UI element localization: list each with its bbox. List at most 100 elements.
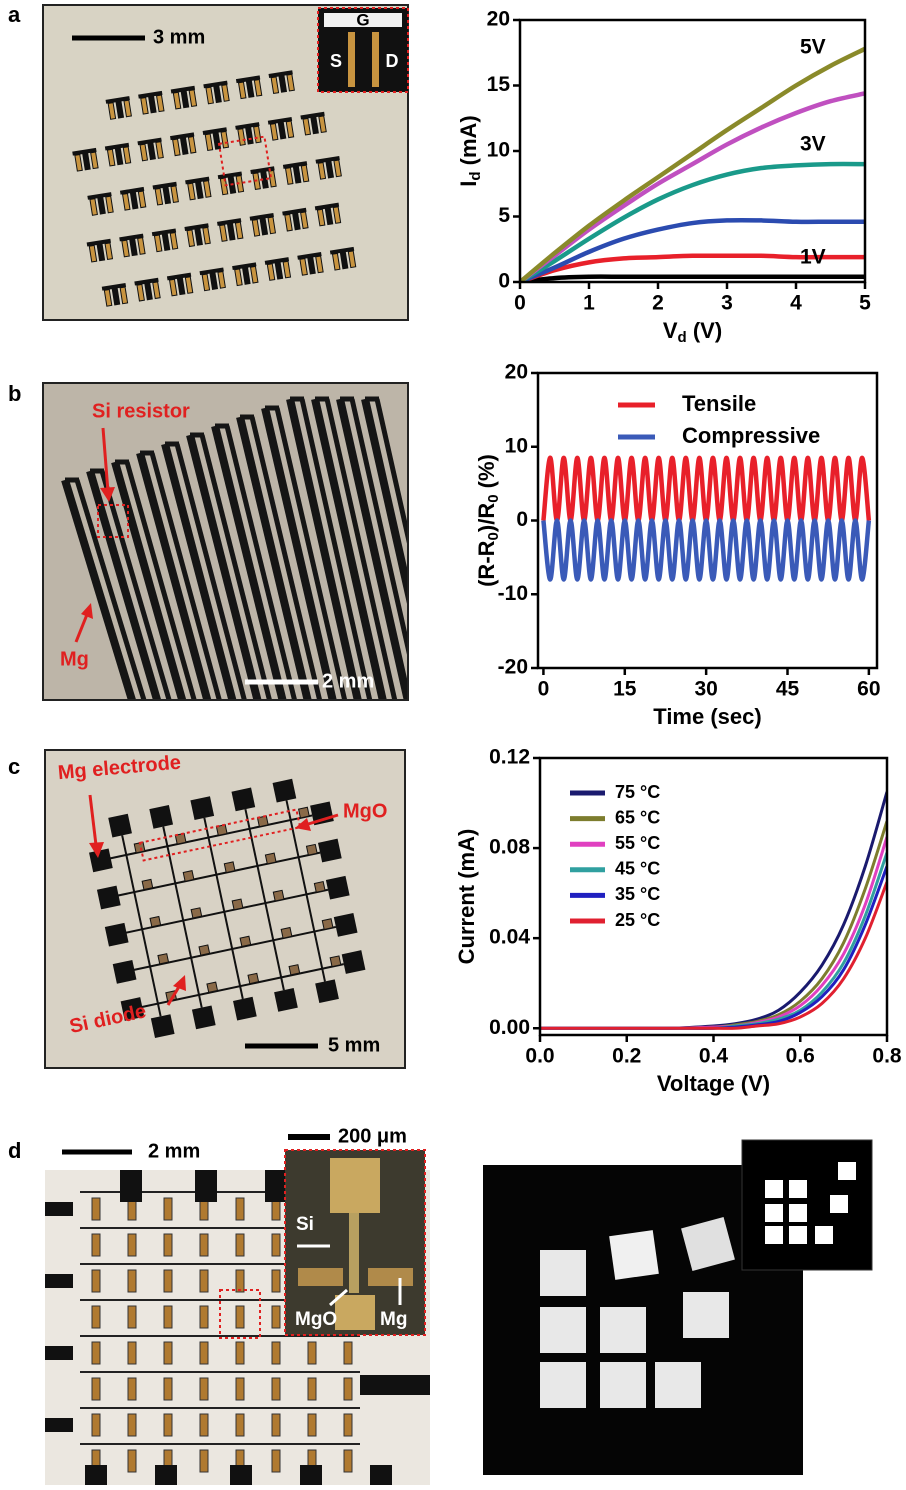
- data-line: [520, 253, 865, 282]
- arrow-head: [100, 487, 115, 502]
- annotation: 1V: [800, 246, 826, 269]
- cell: [199, 1449, 209, 1473]
- x-tick-label: 30: [694, 678, 717, 701]
- y-tick-label: 0: [516, 508, 528, 531]
- device: [166, 272, 192, 281]
- device: [307, 256, 316, 275]
- traces: [61, 396, 407, 699]
- device: [292, 212, 301, 231]
- diode: [182, 870, 195, 882]
- device: [264, 257, 290, 265]
- pad: [360, 1375, 430, 1395]
- device: [202, 226, 211, 245]
- pad: [317, 838, 342, 863]
- device: [317, 161, 327, 180]
- trace: [361, 398, 407, 604]
- cell: [343, 1341, 353, 1365]
- data-line: [520, 274, 865, 282]
- device: [104, 242, 114, 261]
- cell: [235, 1233, 245, 1257]
- data-line: [520, 161, 865, 282]
- x-axis-label: Voltage (V): [657, 1071, 770, 1096]
- cell: [307, 1377, 317, 1401]
- trace: [99, 470, 172, 699]
- legend-label: 25 °C: [615, 910, 660, 930]
- highlight: [217, 135, 273, 187]
- y-tick-label: 15: [487, 73, 511, 96]
- highlight: [219, 1289, 261, 1339]
- x-tick-label: 0.8: [872, 1045, 902, 1068]
- y-tick-label: 20: [487, 8, 510, 31]
- trace: [186, 434, 262, 699]
- legend-label: Tensile: [682, 391, 756, 416]
- pad: [120, 1170, 142, 1202]
- device: [176, 277, 186, 296]
- pad: [112, 959, 137, 984]
- trace: [124, 461, 197, 699]
- trace: [161, 442, 237, 699]
- device: [234, 268, 243, 287]
- device: [96, 243, 106, 262]
- device: [201, 273, 211, 292]
- trace: [149, 452, 222, 699]
- label-part: (%): [474, 454, 499, 494]
- pad: [230, 1465, 252, 1485]
- device: [187, 182, 196, 201]
- device: [184, 276, 194, 294]
- device: [111, 287, 121, 306]
- pad: [89, 848, 113, 873]
- cell: [271, 1269, 281, 1293]
- plot: [540, 791, 887, 1030]
- device: [136, 283, 145, 302]
- device: [339, 251, 349, 270]
- label-part: d: [678, 329, 687, 346]
- panel-label: d: [8, 1138, 21, 1163]
- pad: [265, 1170, 287, 1202]
- data-line: [540, 820, 887, 1030]
- y-axis-label: Id (mA): [456, 115, 484, 187]
- device: [82, 152, 91, 171]
- cell: [307, 1413, 317, 1437]
- device: [314, 202, 340, 211]
- device: [184, 223, 209, 232]
- row-line: [138, 963, 344, 1009]
- data-line: [540, 791, 887, 1030]
- trace: [224, 425, 297, 699]
- device: [148, 95, 157, 114]
- trace: [336, 398, 407, 699]
- device: [237, 81, 247, 100]
- inset-label: D: [386, 51, 399, 71]
- device: [180, 90, 190, 109]
- trace: [236, 416, 312, 699]
- device: [274, 261, 284, 280]
- device: [249, 265, 259, 284]
- label-part: )/R: [474, 503, 499, 532]
- device: [302, 117, 312, 136]
- col-line: [162, 826, 203, 1008]
- inset-label: Si: [296, 1214, 314, 1235]
- device: [107, 102, 117, 120]
- diode: [223, 861, 236, 874]
- diode: [272, 889, 285, 902]
- y-tick-label: -20: [498, 656, 528, 679]
- glow-square: [765, 1180, 783, 1198]
- x-tick-label: 60: [857, 678, 880, 701]
- pad: [370, 1465, 392, 1485]
- scale-label: 2 mm: [322, 670, 374, 692]
- pad: [45, 1346, 73, 1360]
- pad: [120, 997, 145, 1021]
- row-line: [130, 925, 337, 972]
- cell: [91, 1197, 101, 1221]
- cell: [91, 1269, 101, 1293]
- device: [235, 122, 260, 130]
- device: [105, 96, 130, 104]
- device: [169, 231, 179, 250]
- diode: [280, 926, 293, 939]
- inset-gate: [324, 13, 402, 27]
- arrow-head: [295, 818, 311, 831]
- y-axis-label: (R-R0)/R0 (%): [474, 454, 502, 587]
- label-part: Voltage (V): [657, 1071, 770, 1096]
- inset-pad: [298, 1268, 343, 1286]
- device: [217, 271, 226, 289]
